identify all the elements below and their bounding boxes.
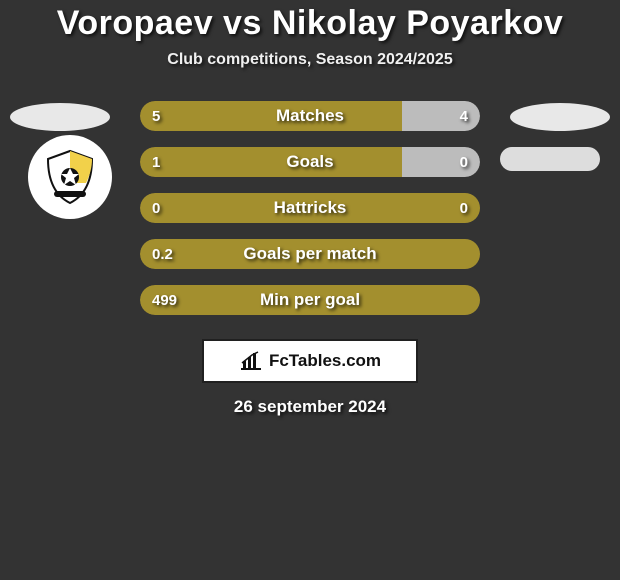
bar-track (140, 147, 480, 177)
bar-fill-left (140, 147, 402, 177)
stat-value-left: 0.2 (152, 239, 173, 269)
bar-track (140, 193, 480, 223)
subtitle: Club competitions, Season 2024/2025 (0, 51, 620, 69)
bar-fill-left (140, 101, 402, 131)
stat-row-goals: 1 Goals 0 (0, 145, 620, 191)
bar-track (140, 101, 480, 131)
bar-fill-right (402, 147, 480, 177)
bar-track (140, 285, 480, 315)
stat-value-right: 0 (460, 147, 468, 177)
stat-value-left: 5 (152, 101, 160, 131)
stat-row-min-per-goal: 499 Min per goal (0, 283, 620, 329)
stat-row-matches: 5 Matches 4 (0, 99, 620, 145)
player-left-avatar (10, 103, 110, 131)
brand-text: FcTables.com (269, 351, 381, 371)
bar-fill-left (140, 285, 480, 315)
bar-track (140, 239, 480, 269)
stat-value-left: 1 (152, 147, 160, 177)
stat-value-right: 4 (460, 101, 468, 131)
stat-value-left: 499 (152, 285, 177, 315)
bar-fill-left (140, 193, 480, 223)
bar-fill-right (402, 101, 480, 131)
club-right-placeholder (500, 147, 600, 171)
brand-box: FcTables.com (202, 339, 418, 383)
stat-row-goals-per-match: 0.2 Goals per match (0, 237, 620, 283)
stat-value-right: 0 (460, 193, 468, 223)
comparison-infographic: Voropaev vs Nikolay Poyarkov Club compet… (0, 0, 620, 417)
date-text: 26 september 2024 (0, 397, 620, 417)
page-title: Voropaev vs Nikolay Poyarkov (0, 4, 620, 43)
bar-fill-left (140, 239, 480, 269)
stat-value-left: 0 (152, 193, 160, 223)
player-right-avatar (510, 103, 610, 131)
stat-row-hattricks: 0 Hattricks 0 (0, 191, 620, 237)
bar-chart-icon (239, 351, 263, 371)
